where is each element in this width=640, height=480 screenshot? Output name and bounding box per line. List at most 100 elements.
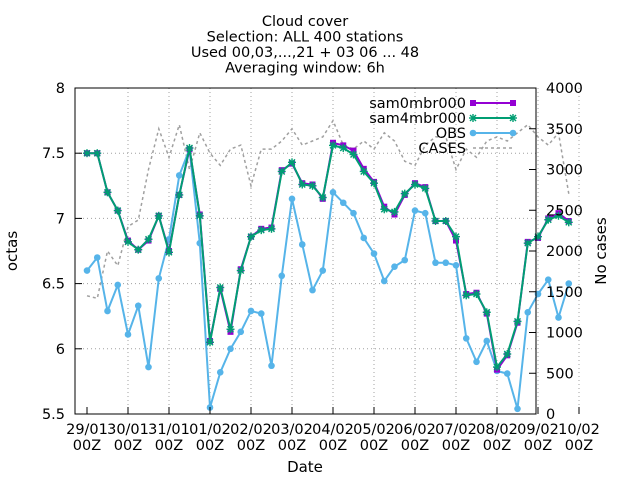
star-arm	[565, 218, 573, 226]
x-tick-date: 10/02	[558, 422, 600, 438]
data-point-sam4mbr000	[380, 205, 389, 214]
data-point-obs	[473, 358, 480, 366]
legend-marker-obs	[469, 129, 477, 137]
star-arm	[124, 238, 132, 246]
star-arm	[329, 141, 337, 149]
star-arm	[216, 284, 224, 292]
data-point-obs	[155, 275, 163, 282]
data-point-obs	[350, 209, 357, 217]
data-point-sam4mbr000	[462, 291, 471, 300]
data-point-obs	[391, 263, 398, 270]
data-point-sam4mbr000	[257, 226, 266, 235]
data-point-sam4mbr000	[493, 363, 501, 372]
star-arm	[544, 216, 552, 224]
data-point-obs	[380, 277, 388, 285]
data-point-obs	[237, 328, 245, 336]
data-point-obs	[462, 335, 470, 342]
data-point-sam4mbr000	[390, 207, 399, 216]
star-arm	[175, 191, 183, 199]
star-arm	[165, 248, 173, 256]
x-tick-hour: 00Z	[401, 438, 429, 454]
data-point-sam4mbr000	[544, 215, 553, 224]
y2-tick-label: 1500	[546, 285, 583, 301]
data-point-obs	[134, 302, 142, 310]
star-arm	[493, 363, 501, 371]
star-arm	[145, 235, 152, 243]
data-point-sam4mbr000	[134, 245, 143, 254]
data-point-obs	[104, 307, 111, 315]
x-tick-date: 02/02	[230, 422, 272, 438]
data-point-sam4mbr000	[564, 218, 573, 227]
x-tick-date: 04/02	[312, 422, 354, 438]
y-tick-label: 5.5	[42, 407, 65, 423]
data-point-sam4mbr000	[247, 232, 255, 241]
x-tick-hour: 00Z	[155, 438, 183, 454]
data-point-obs	[216, 368, 224, 376]
star-arm	[370, 179, 378, 187]
y-axis-label: octas	[3, 231, 21, 271]
data-point-obs	[319, 267, 327, 274]
x-tick-hour: 00Z	[278, 438, 306, 454]
x-axis-label: Date	[287, 458, 323, 476]
data-point-obs	[257, 310, 265, 317]
plot-frame	[74, 87, 537, 415]
x-tick-date: 31/01	[148, 422, 190, 438]
data-point-obs	[268, 362, 275, 370]
star-arm	[257, 226, 265, 234]
data-point-obs	[309, 286, 316, 294]
star-arm	[227, 325, 234, 333]
data-point-sam4mbr000	[154, 211, 163, 220]
data-point-sam4mbr000	[472, 290, 481, 299]
data-point-obs	[421, 209, 429, 217]
star-arm	[421, 184, 429, 192]
data-point-sam4mbr000	[308, 181, 317, 190]
x-tick-hour: 00Z	[319, 438, 347, 454]
star-arm	[469, 114, 477, 122]
data-point-sam4mbr000	[329, 141, 337, 150]
data-point-obs	[175, 172, 183, 179]
data-point-obs	[432, 259, 439, 267]
y2-tick-label: 3500	[546, 122, 583, 138]
star-arm	[186, 144, 193, 152]
data-point-sam4mbr000	[503, 350, 512, 359]
x-tick-hour: 00Z	[237, 438, 265, 454]
data-point-obs	[442, 259, 450, 267]
y2-tick-label: 0	[546, 407, 555, 423]
star-arm	[83, 149, 91, 157]
y-tick-label: 6.5	[42, 277, 65, 293]
data-point-sam4mbr000	[452, 232, 460, 241]
star-arm	[309, 182, 316, 190]
data-point-sam4mbr000	[124, 237, 132, 246]
data-point-obs	[114, 281, 122, 289]
data-point-obs	[124, 331, 132, 338]
star-arm	[268, 225, 275, 233]
star-arm	[514, 317, 521, 325]
x-tick-date: 06/02	[394, 422, 436, 438]
star-arm	[247, 233, 255, 241]
data-point-sam4mbr000	[400, 189, 409, 198]
data-point-sam4mbr000	[441, 217, 450, 226]
star-arm	[298, 181, 306, 188]
data-point-sam4mbr000	[513, 317, 522, 326]
x-tick-date: 05/02	[353, 422, 395, 438]
star-arm	[288, 158, 296, 166]
star-arm	[524, 239, 532, 247]
data-point-sam4mbr000	[113, 206, 122, 215]
data-point-obs	[503, 370, 511, 377]
x-tick-hour: 00Z	[73, 438, 101, 454]
data-point-sam4mbr000	[226, 325, 235, 334]
x-tick-date: 01/02	[189, 422, 231, 438]
legend-marker-obs	[509, 129, 517, 137]
star-arm	[360, 167, 368, 175]
y-tick-label: 6	[56, 342, 65, 358]
data-point-obs	[83, 267, 91, 274]
data-point-obs	[298, 241, 306, 248]
y2-tick-label: 2500	[546, 203, 583, 219]
data-point-obs	[278, 272, 286, 280]
x-tick-hour: 00Z	[442, 438, 470, 454]
x-tick-hour: 00Z	[196, 438, 224, 454]
data-point-obs	[145, 363, 152, 371]
star-arm	[503, 350, 511, 358]
